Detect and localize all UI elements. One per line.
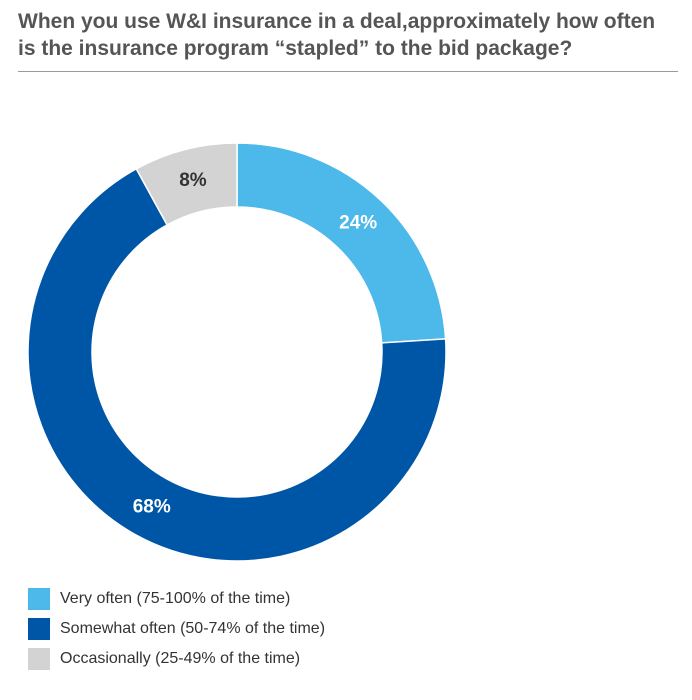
legend: Very often (75-100% of the time) Somewha… <box>28 588 325 678</box>
legend-swatch-very-often <box>28 588 50 610</box>
donut-slices <box>27 142 447 562</box>
data-label-somewhat-often: 68% <box>133 497 171 518</box>
legend-label-somewhat-often: Somewhat often (50-74% of the time) <box>60 620 326 637</box>
legend-item-occasionally: Occasionally (25-49% of the time) <box>28 648 325 670</box>
donut-slice-occasionally <box>135 142 238 226</box>
data-label-occasionally: 8% <box>179 170 207 191</box>
title-divider <box>18 71 678 72</box>
legend-item-somewhat-often: Somewhat often (50-74% of the time) <box>28 618 325 640</box>
donut-labels: 24% 68% 8% <box>133 170 378 518</box>
legend-swatch-somewhat-often <box>28 618 50 640</box>
donut-slice-very-often <box>236 142 447 344</box>
legend-label-occasionally: Occasionally (25-49% of the time) <box>60 650 301 667</box>
donut-slice-somewhat-often <box>27 167 447 562</box>
legend-label-very-often: Very often (75-100% of the time) <box>60 590 291 607</box>
legend-item-very-often: Very often (75-100% of the time) <box>28 588 325 610</box>
data-label-very-often: 24% <box>339 212 377 233</box>
legend-swatch-occasionally <box>28 648 50 670</box>
chart-title: When you use W&I insurance in a deal,app… <box>18 10 656 60</box>
